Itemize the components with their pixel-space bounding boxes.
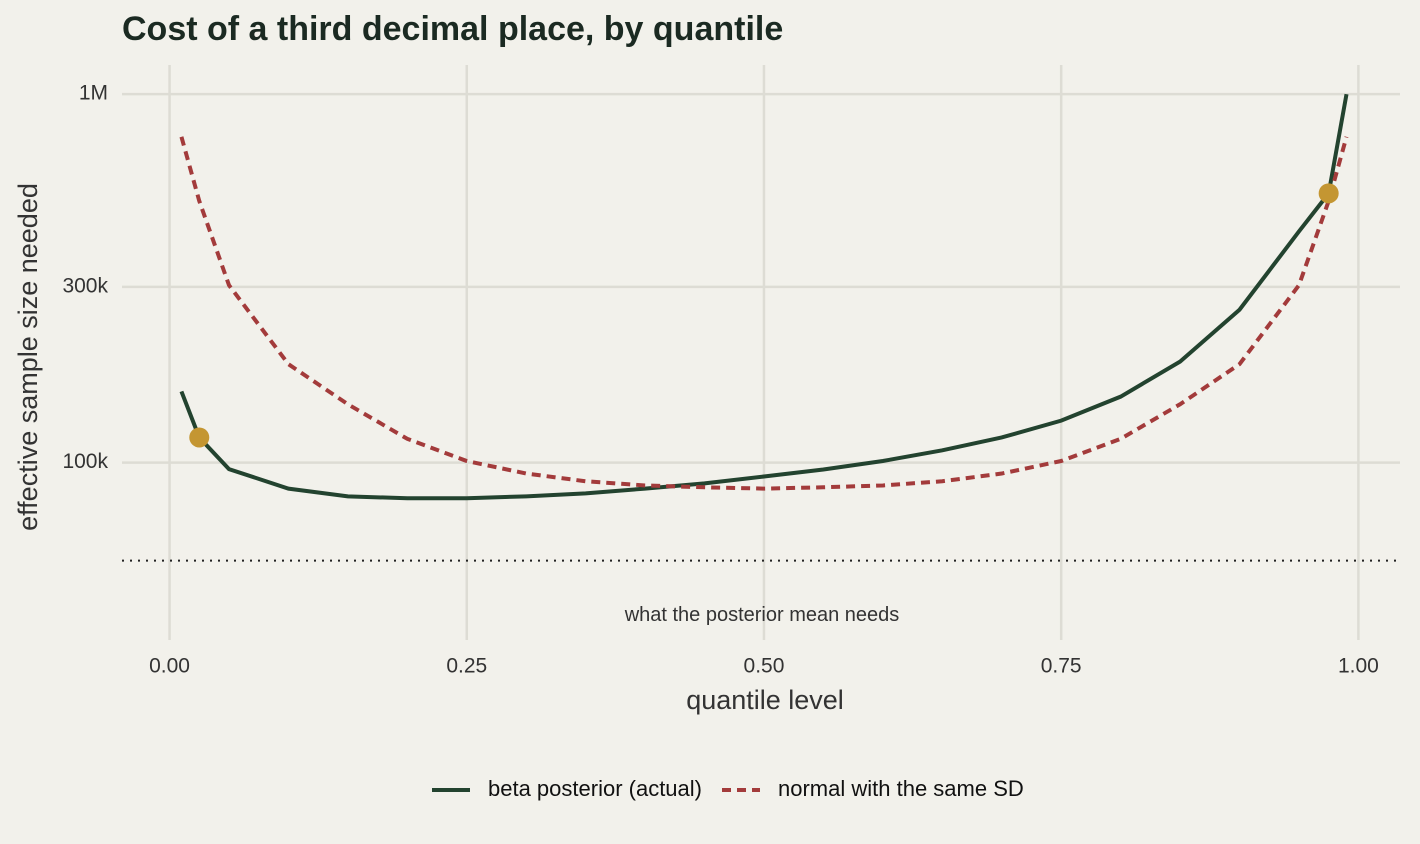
y-tick-label: 1M xyxy=(79,82,108,105)
legend-label: normal with the same SD xyxy=(778,776,1024,801)
series-line xyxy=(179,136,1349,491)
y-tick-label: 300k xyxy=(62,274,108,297)
legend-label: beta posterior (actual) xyxy=(488,776,702,801)
y-tick-label: 100k xyxy=(62,450,108,473)
x-tick-label: 1.00 xyxy=(1338,655,1379,678)
chart-title: Cost of a third decimal place, by quanti… xyxy=(122,10,783,48)
x-tick-label: 0.00 xyxy=(149,655,190,678)
x-tick-label: 0.75 xyxy=(1041,655,1082,678)
highlight-point xyxy=(189,427,210,448)
series-line xyxy=(179,93,1349,501)
reference-label: what the posterior mean needs xyxy=(624,604,900,626)
x-tick-label: 0.50 xyxy=(744,655,785,678)
x-tick-label: 0.25 xyxy=(446,655,487,678)
highlight-point xyxy=(1318,183,1339,204)
x-axis-title: quantile level xyxy=(686,685,844,715)
y-axis-title: effective sample size needed xyxy=(13,183,43,531)
